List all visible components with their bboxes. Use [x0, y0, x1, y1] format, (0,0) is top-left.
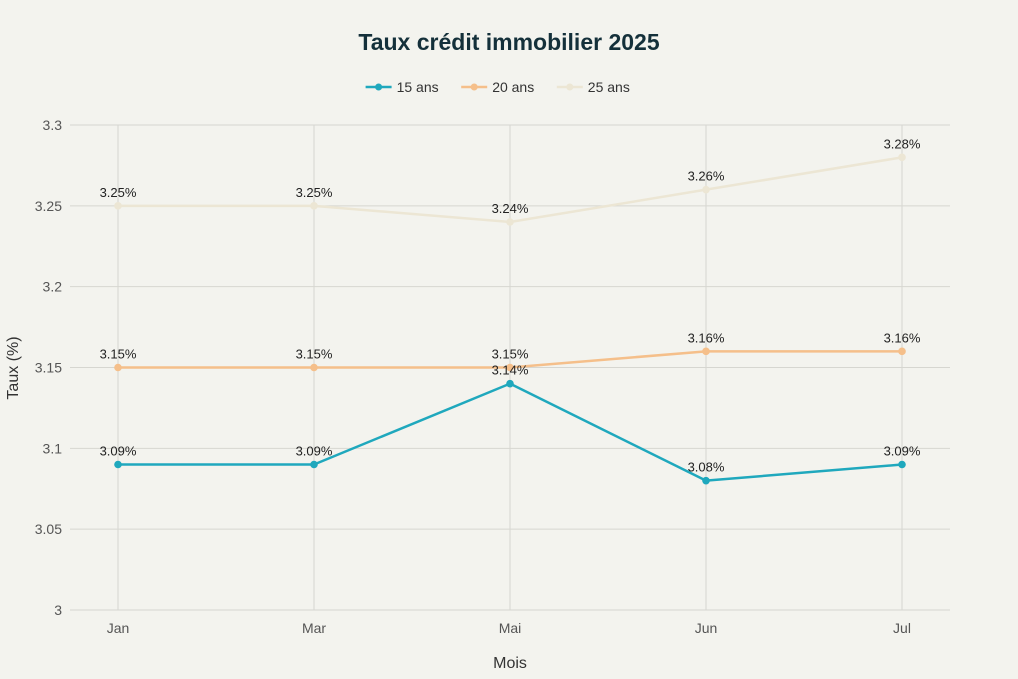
y-tick-label: 3.2: [43, 279, 63, 295]
data-label-20-ans: 3.15%: [492, 347, 529, 362]
legend: 15 ans 20 ans 25 ans: [365, 79, 630, 95]
data-label-15-ans: 3.09%: [884, 444, 921, 459]
x-tick-labels: Jan Mar Mai Jun Jul: [107, 620, 911, 636]
data-label-25-ans: 3.25%: [100, 185, 137, 200]
data-label-20-ans: 3.16%: [884, 330, 921, 345]
x-tick-label: Mai: [499, 620, 522, 636]
legend-marker: [566, 83, 574, 91]
chart-title: Taux crédit immobilier 2025: [358, 29, 659, 55]
data-point-15-ans[interactable]: [506, 379, 514, 388]
data-point-15-ans[interactable]: [898, 460, 906, 469]
data-label-25-ans: 3.24%: [492, 201, 529, 216]
data-point-25-ans[interactable]: [898, 153, 906, 162]
data-point-20-ans[interactable]: [898, 347, 906, 356]
data-label-15-ans: 3.09%: [296, 444, 333, 459]
data-label-15-ans: 3.08%: [688, 460, 725, 475]
legend-label: 25 ans: [588, 79, 630, 95]
data-point-15-ans[interactable]: [310, 460, 318, 469]
y-tick-label: 3.15: [35, 360, 62, 376]
y-tick-label: 3.25: [35, 198, 62, 214]
y-tick-labels: 3 3.05 3.1 3.15 3.2 3.25 3.3: [35, 117, 62, 618]
data-point-20-ans[interactable]: [506, 363, 514, 372]
x-axis-title: Mois: [493, 655, 527, 672]
legend-marker: [470, 83, 478, 91]
data-point-15-ans[interactable]: [114, 460, 122, 469]
x-tick-label: Jul: [893, 620, 911, 636]
data-point-15-ans[interactable]: [702, 476, 710, 485]
data-label-25-ans: 3.26%: [688, 169, 725, 184]
data-label-20-ans: 3.15%: [296, 347, 333, 362]
data-point-25-ans[interactable]: [114, 202, 122, 210]
data-point-20-ans[interactable]: [310, 363, 318, 372]
data-label-25-ans: 3.25%: [296, 185, 333, 200]
data-label-15-ans: 3.09%: [100, 444, 137, 459]
data-point-25-ans[interactable]: [310, 202, 318, 210]
y-tick-label: 3.05: [35, 521, 62, 537]
y-axis-title: Taux (%): [5, 336, 22, 399]
legend-label: 15 ans: [397, 79, 439, 95]
series-25-ans: [114, 153, 906, 226]
legend-item-20-ans[interactable]: 20 ans: [461, 79, 534, 95]
data-point-25-ans[interactable]: [506, 218, 514, 226]
legend-marker: [375, 83, 383, 91]
series-15-ans: [114, 379, 906, 485]
series-layer: [114, 153, 906, 485]
legend-label: 20 ans: [492, 79, 534, 95]
x-tick-label: Mar: [302, 620, 326, 636]
y-tick-label: 3.3: [43, 117, 63, 133]
data-labels: 3.09% 3.09% 3.14% 3.08% 3.09% 3.15% 3.15% 3.15%…: [100, 136, 921, 474]
data-point-20-ans[interactable]: [702, 347, 710, 356]
legend-item-15-ans[interactable]: 15 ans: [365, 79, 439, 95]
x-tick-label: Jan: [107, 620, 130, 636]
y-tick-label: 3.1: [43, 440, 63, 456]
data-label-20-ans: 3.15%: [100, 347, 137, 362]
legend-item-25-ans[interactable]: 25 ans: [556, 79, 630, 95]
data-label-25-ans: 3.28%: [884, 136, 921, 151]
data-point-25-ans[interactable]: [702, 185, 710, 194]
data-label-15-ans: 3.14%: [492, 363, 529, 378]
data-label-20-ans: 3.16%: [688, 330, 725, 345]
x-tick-label: Jun: [695, 620, 718, 636]
data-point-20-ans[interactable]: [114, 363, 122, 372]
series-20-ans: [114, 347, 906, 372]
y-tick-label: 3: [54, 602, 62, 618]
